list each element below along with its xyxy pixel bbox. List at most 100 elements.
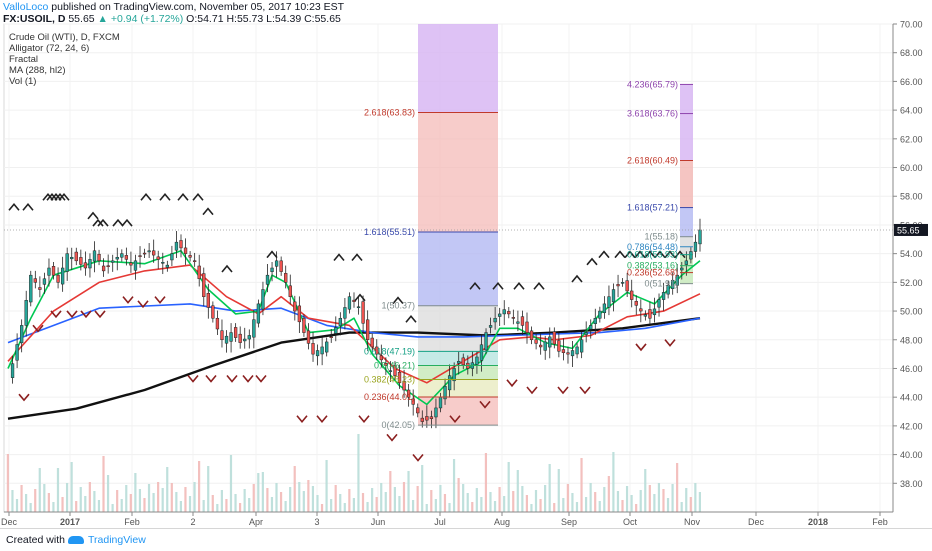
candle-body xyxy=(233,327,238,338)
volume-bar xyxy=(557,469,560,512)
volume-bar xyxy=(580,458,583,512)
candle-body xyxy=(457,361,461,364)
volume-bar xyxy=(211,495,214,512)
fib1-zone-top xyxy=(418,24,498,113)
candle-body xyxy=(666,284,670,295)
candle-body xyxy=(97,253,101,262)
fractal-up-marker xyxy=(654,250,666,259)
volume-bar xyxy=(598,501,601,512)
candle-body xyxy=(265,274,270,285)
x-tick-label: Aug xyxy=(494,517,510,527)
y-tick-label: 48.00 xyxy=(900,335,923,345)
candle-body xyxy=(92,250,97,262)
candle-body xyxy=(29,274,33,303)
volume-bar xyxy=(402,482,406,512)
candle-body xyxy=(529,330,534,341)
volume-bar xyxy=(553,503,556,512)
volume-bar xyxy=(320,504,324,512)
x-tick-label: Dec xyxy=(1,517,18,527)
legend-vol[interactable]: Vol (1) xyxy=(9,76,37,87)
candle-body xyxy=(211,305,215,319)
fib1-level-label: 0.382(45.23) xyxy=(364,375,415,385)
fib2-level-label: 0.382(53.16) xyxy=(627,261,678,271)
fractal-markers xyxy=(8,192,686,462)
volume-bar xyxy=(120,499,123,512)
volume-bar xyxy=(188,496,192,512)
publish-info: published on TradingView.com, November 0… xyxy=(51,1,345,13)
volume-bar xyxy=(366,502,369,512)
candle-body xyxy=(643,314,648,317)
candle-body xyxy=(179,240,183,249)
candle-body xyxy=(693,241,698,252)
x-tick-label: 2 xyxy=(190,517,195,527)
volume-bar xyxy=(293,466,296,512)
created-with-label: Created with xyxy=(6,534,65,546)
candle-body xyxy=(406,389,411,398)
candle-body xyxy=(206,293,210,308)
candle-body xyxy=(680,267,684,271)
candle-body xyxy=(570,350,575,357)
volume-bar xyxy=(275,483,278,512)
candle-body xyxy=(133,260,138,271)
symbol[interactable]: FX:USOIL, D xyxy=(3,13,66,25)
candle-body xyxy=(51,266,56,276)
volume-bar xyxy=(198,461,201,512)
volume-bar xyxy=(685,488,688,512)
volume-bar xyxy=(457,478,460,512)
volume-bar xyxy=(193,482,196,512)
candle-body xyxy=(329,336,333,339)
candle-body xyxy=(589,325,593,330)
candle-body xyxy=(60,267,65,285)
volume-bar xyxy=(289,487,292,512)
fractal-up-marker xyxy=(634,250,646,259)
tradingview-logo[interactable]: TradingView xyxy=(68,534,146,546)
candle-body xyxy=(602,303,607,314)
volume-bar xyxy=(29,503,32,512)
volume-bar xyxy=(102,456,105,512)
candle-body xyxy=(607,296,611,308)
fractal-down-marker xyxy=(412,453,424,462)
candle-body xyxy=(215,317,220,330)
fractal-up-marker xyxy=(533,281,545,290)
fractal-down-marker xyxy=(635,343,647,352)
x-tick-label: Jul xyxy=(434,517,446,527)
fractal-down-marker xyxy=(579,386,591,395)
volume-bar xyxy=(352,498,355,512)
fractal-down-marker xyxy=(187,375,199,383)
ohlc-values: O:54.71 H:55.73 L:54.39 C:55.65 xyxy=(186,13,341,25)
fib1-level-label: 0(42.05) xyxy=(381,420,415,430)
candle-body xyxy=(138,255,142,257)
volume-bar xyxy=(175,492,178,512)
volume-bar xyxy=(371,488,374,512)
legend-ma[interactable]: MA (288, hl2) xyxy=(9,65,66,76)
volume-bar xyxy=(252,484,255,512)
volume-bar xyxy=(380,483,383,512)
x-tick-label: 2017 xyxy=(60,517,80,527)
volume-bar xyxy=(521,486,524,512)
x-tick-label: Apr xyxy=(249,517,263,527)
legend-fractal[interactable]: Fractal xyxy=(9,54,39,65)
candle-body xyxy=(479,344,484,361)
volume-bar xyxy=(475,488,478,512)
fractal-up-marker xyxy=(192,192,204,201)
volume-bar xyxy=(616,491,620,512)
candle-body xyxy=(420,417,424,422)
legend-title[interactable]: Crude Oil (WTI), D, FXCM xyxy=(9,32,120,43)
legend-alligator[interactable]: Alligator (72, 24, 6) xyxy=(9,43,90,54)
y-tick-label: 44.00 xyxy=(900,393,923,403)
fractal-up-marker xyxy=(513,281,525,290)
volume-bar xyxy=(680,502,683,512)
candle-body xyxy=(156,256,160,260)
candle-body xyxy=(534,339,538,344)
price-chart[interactable]: 2.618(63.83) 1.618(55.51) 1(50.37) 0.618(47… xyxy=(0,0,932,528)
candle-body xyxy=(561,349,566,353)
candle-body xyxy=(320,346,324,355)
candle-body xyxy=(38,287,42,290)
volume-bar xyxy=(639,490,642,512)
candle-body xyxy=(161,262,165,264)
fractal-down-marker xyxy=(358,415,370,423)
volume-bar xyxy=(129,494,132,512)
author-link[interactable]: ValloLoco xyxy=(3,1,49,13)
volume-bar xyxy=(462,484,465,512)
volume-bar xyxy=(147,484,151,512)
